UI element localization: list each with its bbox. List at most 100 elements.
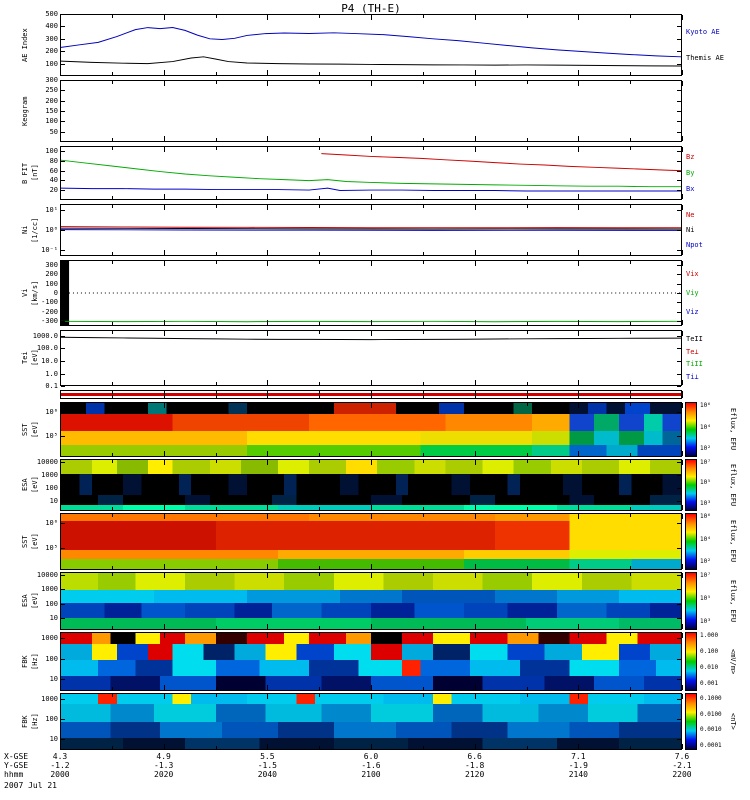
xtick-bottom [371,505,372,510]
xtick-top [112,460,113,463]
ytick-mark-right [677,190,681,192]
xtick-top [319,460,320,463]
xtick-bottom [371,194,372,199]
xtick-bottom [216,507,217,510]
xtick-top [475,205,476,210]
xtick-top [112,261,113,264]
xtick-bottom [578,744,579,749]
xtick-top [475,81,476,86]
ytick-mark-right [677,100,681,102]
series-by [61,159,681,188]
series-ni [61,227,681,230]
ytick-mark-left [61,523,65,525]
xtick-bottom [423,138,424,141]
xtick-bottom [60,136,61,141]
series-bx [61,187,681,192]
ytick-mark-right [677,679,681,681]
xtick-top [60,391,61,396]
xtick-top [682,15,683,20]
xtick-top [216,147,217,150]
xtick-top [682,331,683,336]
legend-tei-0: TeII [686,334,703,343]
xtick-top [267,633,268,638]
spectro-row-sst_ions-2 [61,430,681,446]
xtick-bottom [682,380,683,385]
xtick-top [60,147,61,152]
xtick-bottom [164,194,165,199]
xtick-top [319,514,320,517]
xtick-top [682,514,683,519]
ytick-label-fbk_b-2: 10 [49,734,58,743]
xtick-top [267,694,268,699]
xtick-bottom [630,687,631,690]
ytick-mark-left [61,487,65,489]
xtick-top [319,694,320,697]
xtick-bottom [216,566,217,569]
xtick-bottom [682,624,683,629]
xtick-bottom [475,320,476,325]
xtick-bottom [112,453,113,456]
xtick-bottom [371,564,372,569]
xtick-top [319,331,320,334]
xtick-bottom [423,395,424,398]
xtick-top [682,694,683,699]
xtick-top [423,460,424,463]
colorbar-tick-esa_elec-0: 10⁷ [700,572,711,580]
xtick-bottom [267,320,268,325]
xtick-bottom [60,380,61,385]
xtick-bottom [371,380,372,385]
colorbar-tick-fbk_b-1: 0.0100 [700,710,722,718]
ytick-label-sst_ions-1: 10⁵ [45,432,58,441]
legend-bfit-1: By [686,169,695,177]
spectro-row-fbk_b-0 [61,694,681,705]
colorbar-tick-sst_ions-2: 10² [700,445,711,453]
xtick-bottom [578,451,579,456]
xtick-top [630,391,631,394]
ytick-mark-right [677,500,681,502]
ytick-mark-right [677,411,681,413]
xtick-top [371,391,372,396]
ytick-label-fbk_e-2: 10 [49,675,58,684]
ytick-mark-right [677,14,681,15]
xtick-bottom [682,564,683,569]
xtick-bottom [60,744,61,749]
xtick-top [267,81,268,86]
xtick-top [475,391,476,396]
xtick-bottom [267,194,268,199]
xtick-bottom [630,196,631,199]
ytick-mark-right [677,210,681,212]
ytick-mark-right [677,274,681,276]
xtick-bottom [475,194,476,199]
xtick-top [164,261,165,266]
xtick-bottom [267,70,268,75]
xtick-bottom [475,624,476,629]
xtick-top [216,514,217,517]
xtick-top [112,573,113,576]
xtick-top [578,261,579,266]
ytick-mark-right [677,618,681,620]
xtick-top [630,694,631,697]
ytick-mark-left [61,190,65,192]
xtick-top [60,460,61,465]
axis-time-label: hhmm [4,770,24,779]
xtick-top [164,15,165,20]
xtick-top [371,147,372,152]
axis-value-0-4: 6.6 [467,752,482,761]
axis-value-0-0: 4.3 [52,752,68,761]
xtick-top [319,573,320,576]
axis-value-0-1: 4.9 [156,752,171,761]
colorbar-tick-fbk_e-3: 0.001 [700,679,719,687]
spectro-row-esa_ions-2 [61,495,681,506]
ytick-mark-right [677,150,681,152]
spectro-row-sst_ions-1 [61,413,681,431]
xtick-top [267,147,268,152]
xtick-top [630,514,631,517]
xtick-bottom [371,685,372,690]
xtick-top [682,391,683,396]
xtick-bottom [112,507,113,510]
xtick-bottom [475,744,476,749]
axis-row-label-0: X-GSE [4,752,29,761]
xtick-top [164,633,165,638]
ytick-label-ae-2: 300 [45,34,58,43]
